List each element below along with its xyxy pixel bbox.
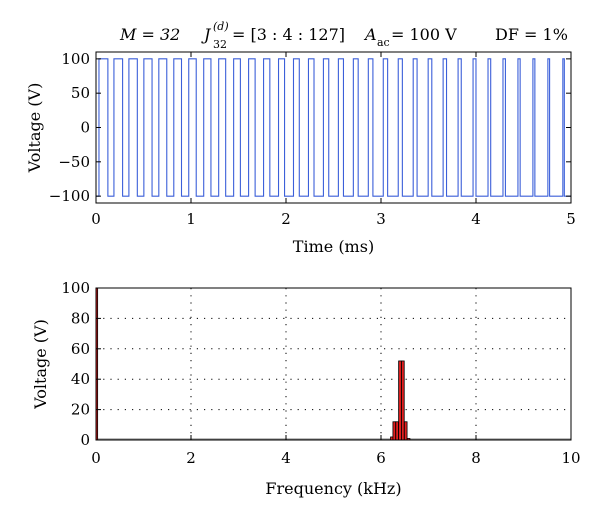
header-a-main: A [363,25,377,44]
spectrum-bars-layer [95,287,411,441]
spectrum-x-tick-label: 10 [561,449,580,467]
time-x-tick-label: 4 [471,210,481,228]
time-y-tick-label: 100 [61,50,90,68]
time-y-tick-label: 50 [71,84,90,102]
time-y-tick-label: −100 [49,187,90,205]
time-x-axis-label: Time (ms) [293,237,374,256]
spectrum-bar [398,360,402,441]
header-m: M = 32 [119,25,180,44]
spectrum-y-tick-label: 80 [71,309,90,327]
time-y-tick-label: −50 [58,153,90,171]
time-plot: 0 1 2 3 4 5 −100 −50 0 50 100 Time (ms) Voltage (V… [25,50,576,256]
header-df: DF = 1% [495,25,568,44]
time-x-tick-label: 5 [566,210,576,228]
time-y-axis-label: Voltage (V) [25,83,44,174]
spectrum-x-tick-label: 6 [376,449,386,467]
time-x-tick-label: 2 [281,210,291,228]
spectrum-bar [395,421,399,441]
spectrum-bar [401,360,405,441]
time-plot-frame [95,51,572,204]
header-a-sub: ac [377,36,390,49]
spectrum-y-axis-label: Voltage (V) [31,319,50,410]
spectrum-y-tick-label: 0 [80,431,90,449]
spectrum-x-tick-label: 8 [471,449,481,467]
spectrum-plot-frame [95,287,572,441]
header-annotations: M = 32 J (d) 32 = [3 : 4 : 127] A ac = 1… [119,20,568,51]
spectrum-x-tick-label: 2 [186,449,196,467]
header-j-sub: 32 [213,38,227,51]
spectrum-bar [403,421,408,441]
header-j-sup: (d) [213,20,229,33]
time-series-layer [96,58,571,197]
spectrum-x-tick-label: 4 [281,449,291,467]
time-x-tick-label: 1 [186,210,196,228]
time-x-tick-label: 3 [376,210,386,228]
header-j-rest: = [3 : 4 : 127] [232,25,345,44]
spectrum-grid-layer [96,288,571,440]
time-series-line [96,58,571,197]
spectrum-x-tick-label: 0 [91,449,101,467]
spectrum-y-tick-label: 60 [71,340,90,358]
spectrum-y-tick-label: 100 [61,279,90,297]
time-x-tick-label: 0 [91,210,101,228]
header-j-main: J [201,25,212,44]
time-y-tick-label: 0 [80,119,90,137]
spectrum-x-axis-label: Frequency (kHz) [265,479,401,498]
spectrum-bar [392,421,397,441]
spectrum-y-tick-label: 40 [71,370,90,388]
header-j: J [201,25,212,44]
time-ticks-layer: 0 1 2 3 4 5 −100 −50 0 50 100 [49,50,576,228]
spectrum-y-tick-label: 20 [71,401,90,419]
header-a-rest: = 100 V [391,25,457,44]
